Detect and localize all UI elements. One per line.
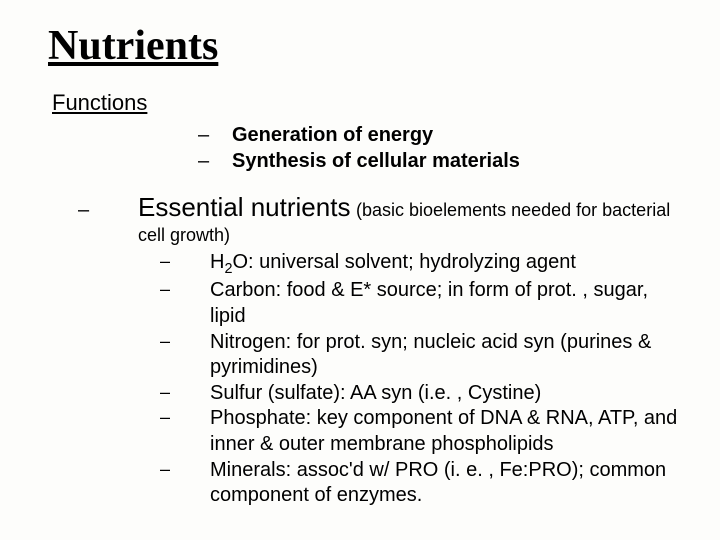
slide-page: Nutrients Functions Generation of energy… <box>0 0 720 529</box>
essential-item-text: Carbon: food & E* source; in form of pro… <box>210 279 648 327</box>
functions-list: Generation of energy Synthesis of cellul… <box>198 122 680 174</box>
page-title: Nutrients <box>48 22 680 70</box>
subtitle-functions: Functions <box>52 90 680 116</box>
essential-item-text: Phosphate: key component of DNA & RNA, A… <box>210 407 677 455</box>
essential-item: Nitrogen: for prot. syn; nucleic acid sy… <box>160 330 680 381</box>
essential-note-continued: cell growth) <box>138 225 680 246</box>
function-item: Synthesis of cellular materials <box>198 148 680 174</box>
essential-heading-line: Essential nutrients (basic bioelements n… <box>138 192 670 223</box>
essential-heading: Essential nutrients <box>138 192 350 222</box>
essential-item: Minerals: assoc'd w/ PRO (i. e. , Fe:PRO… <box>160 458 680 509</box>
essential-item-text: H2O: universal solvent; hydrolyzing agen… <box>210 251 576 273</box>
essential-note-inline: (basic bioelements needed for bacterial <box>356 200 670 220</box>
essential-items-list: H2O: universal solvent; hydrolyzing agen… <box>160 250 680 509</box>
essential-heading-row: – Essential nutrients (basic bioelements… <box>78 192 680 223</box>
essential-item: Carbon: food & E* source; in form of pro… <box>160 278 680 329</box>
essential-item: Phosphate: key component of DNA & RNA, A… <box>160 406 680 457</box>
essential-item-text: Sulfur (sulfate): AA syn (i.e. , Cystine… <box>210 382 541 404</box>
essential-item: H2O: universal solvent; hydrolyzing agen… <box>160 250 680 278</box>
dash-bullet: – <box>78 199 138 222</box>
function-item: Generation of energy <box>198 122 680 148</box>
essential-item-text: Minerals: assoc'd w/ PRO (i. e. , Fe:PRO… <box>210 459 666 507</box>
essential-item-text: Nitrogen: for prot. syn; nucleic acid sy… <box>210 331 651 379</box>
essential-item: Sulfur (sulfate): AA syn (i.e. , Cystine… <box>160 381 680 407</box>
